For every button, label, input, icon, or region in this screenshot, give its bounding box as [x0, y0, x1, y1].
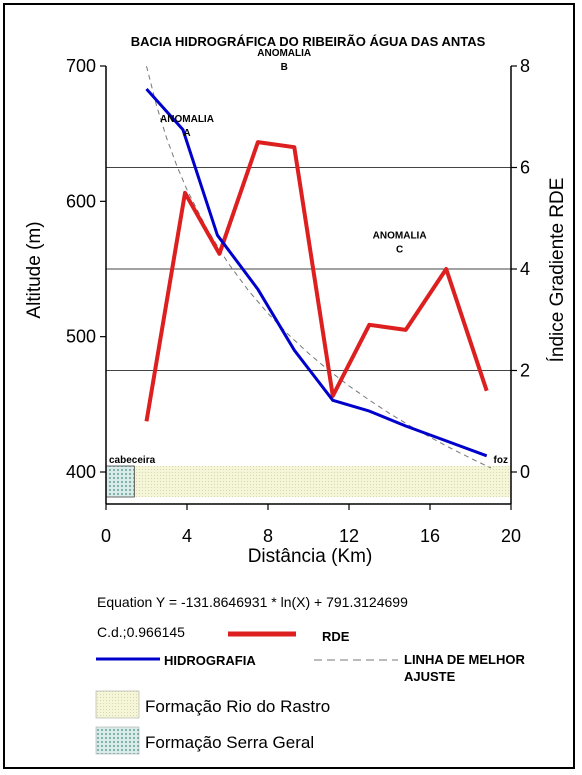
- annotation-1-line1: ANOMALIA: [257, 48, 311, 59]
- legend-serra-geral-swatch: [95, 726, 140, 755]
- legend-rio-do-rastro-label: Formação Rio do Rastro: [145, 697, 330, 716]
- x-tick-label-0: 0: [101, 526, 111, 546]
- legend-rio-do-rastro-swatch: [95, 690, 140, 719]
- x-tick-label-20: 20: [501, 526, 521, 546]
- x-tick-label-16: 16: [420, 526, 440, 546]
- formation-left-label: cabeceira: [109, 455, 156, 466]
- legend-rde-label: RDE: [322, 629, 350, 644]
- x-axis-title: Distância (Km): [248, 546, 373, 567]
- y-tick-label-600: 600: [66, 191, 96, 211]
- legend-hidrografia-label: HIDROGRAFIA: [164, 653, 256, 668]
- annotation-0-line2: A: [183, 128, 190, 139]
- rde-line: [144, 140, 489, 422]
- axes: 400 500 600 700 0 2 4 6 8 0 4 8 12 16 20: [66, 56, 530, 546]
- y-tick-label-400: 400: [66, 462, 96, 482]
- formation-serra-geral-segment: [105, 465, 135, 498]
- formation-right-label: foz: [494, 455, 508, 466]
- cd-text: C.d.;0.966145: [97, 624, 185, 640]
- series-lines: [144, 65, 492, 469]
- annotation-1-line2: B: [281, 62, 288, 73]
- annotations: ANOMALIA A ANOMALIA B ANOMALIA C: [160, 48, 427, 256]
- y2-tick-label-4: 4: [520, 259, 530, 279]
- legend-serra-geral-label: Formação Serra Geral: [145, 733, 314, 752]
- y2-axis-title: Índice Gradiente RDE: [547, 178, 568, 363]
- linha-de-melhor-ajuste-line: [146, 65, 492, 469]
- chart-title: BACIA HIDROGRÁFICA DO RIBEIRÃO ÁGUA DAS …: [131, 34, 486, 49]
- legend-ajuste-label-1: LINHA DE MELHOR: [404, 652, 525, 667]
- y2-tick-label-6: 6: [520, 158, 530, 178]
- gridlines: [106, 167, 511, 371]
- y-tick-label-500: 500: [66, 327, 96, 347]
- annotation-0-line1: ANOMALIA: [160, 114, 214, 125]
- figure-frame: [3, 3, 575, 769]
- x-tick-label-12: 12: [339, 526, 359, 546]
- x-tick-label-8: 8: [263, 526, 273, 546]
- legend-ajuste-label-2: AJUSTE: [404, 669, 456, 684]
- annotation-2-line1: ANOMALIA: [373, 231, 427, 242]
- hidrografia-line: [145, 87, 488, 458]
- equation-text: Equation Y = -131.8646931 * ln(X) + 791.…: [97, 594, 408, 610]
- formation-bar: cabeceira foz: [105, 455, 511, 498]
- annotation-2-line2: C: [396, 245, 403, 256]
- y-tick-label-700: 700: [66, 56, 96, 76]
- x-tick-label-4: 4: [182, 526, 192, 546]
- y-axis-title: Altitude (m): [24, 221, 45, 318]
- y2-tick-label-2: 2: [520, 361, 530, 381]
- formation-rio-do-rastro-segment: [134, 466, 511, 497]
- y2-tick-label-8: 8: [520, 56, 530, 76]
- y2-tick-label-0: 0: [520, 462, 530, 482]
